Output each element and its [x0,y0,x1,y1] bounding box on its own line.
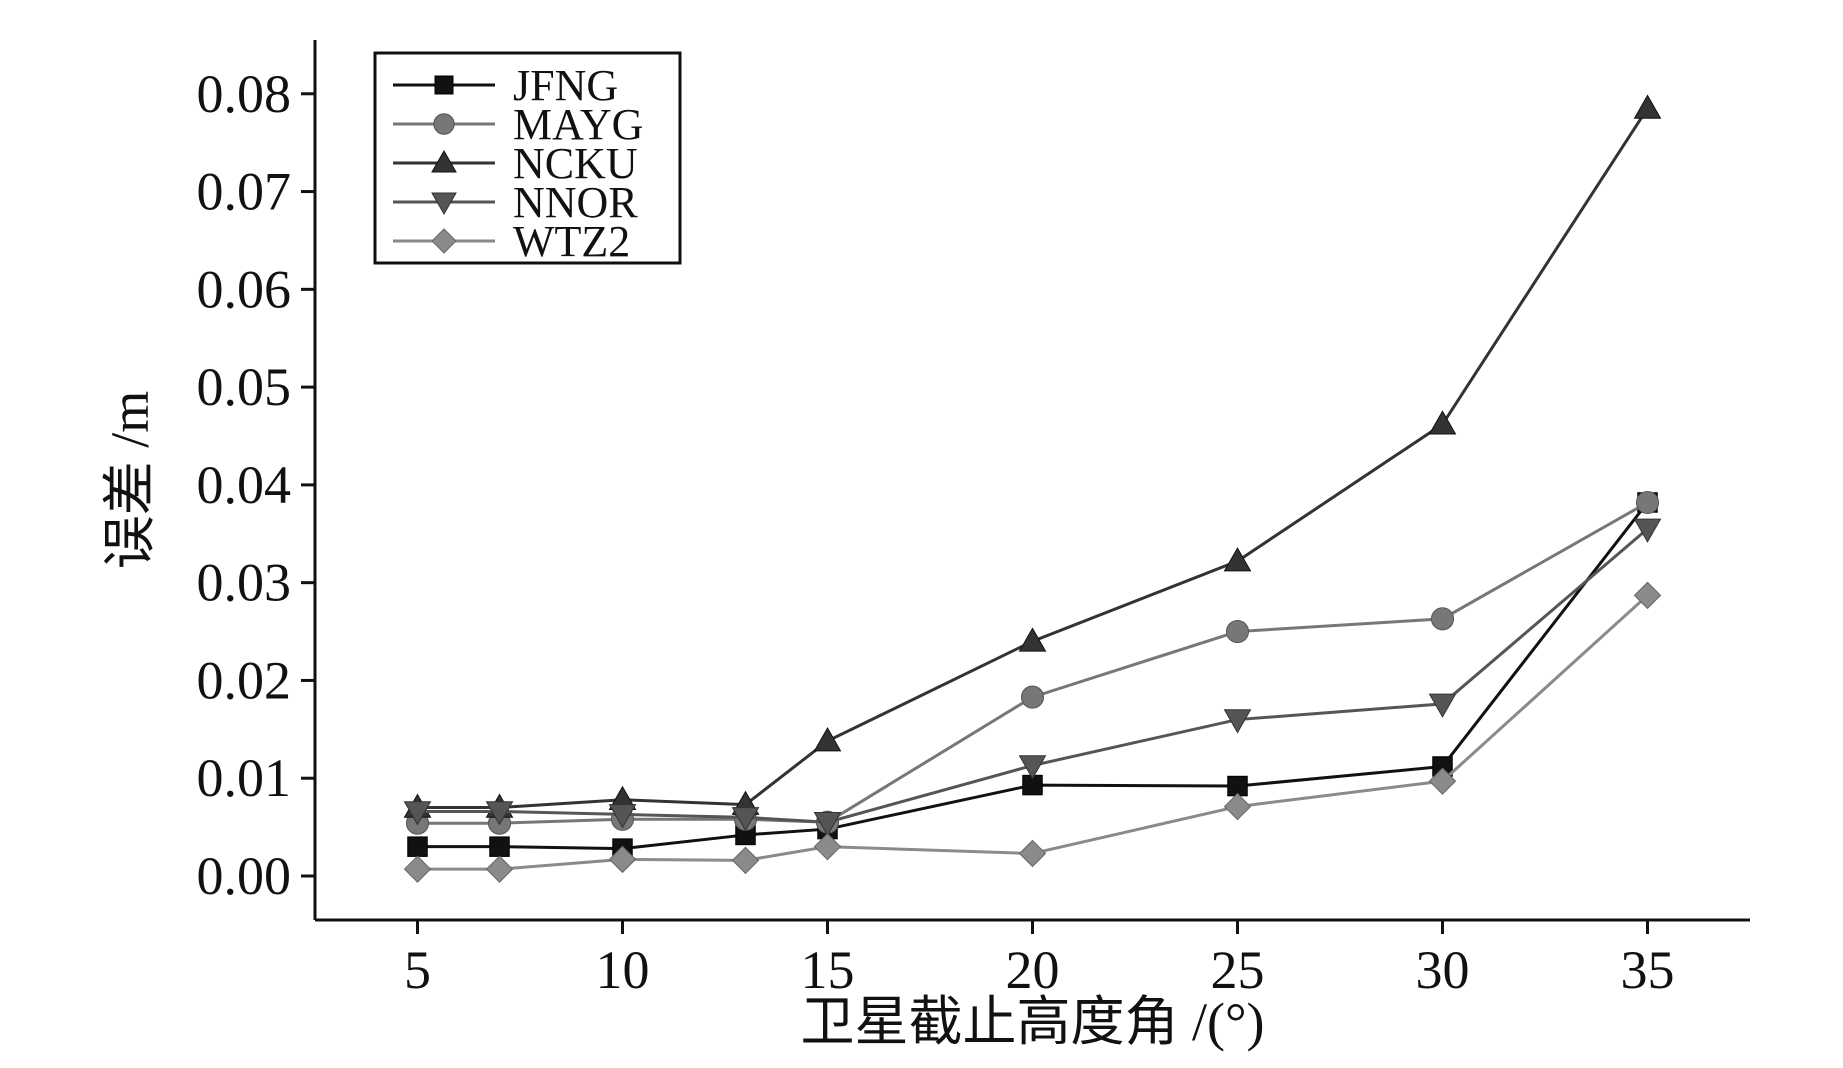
legend-label: NCKU [513,139,638,188]
data-point-wtz2 [1633,581,1662,610]
y-tick-label: 0.05 [197,357,292,417]
y-tick-label: 0.00 [197,846,292,906]
legend-marker [433,113,455,135]
series-wtz2 [403,581,1662,883]
legend-marker [431,149,457,173]
x-tick-label: 5 [404,940,431,1000]
legend-item-wtz2: WTZ2 [393,217,630,266]
data-point-nnor [813,811,842,837]
legend-marker [431,192,457,216]
data-point-wtz2 [1223,792,1252,821]
data-point-ncku [813,727,842,752]
y-axis-title: 误差 /m [100,391,160,570]
data-point-jfng [489,836,510,857]
data-point-mayg [1020,685,1045,709]
y-tick-label: 0.08 [197,64,292,124]
data-point-wtz2 [731,846,760,875]
y-tick-label: 0.07 [197,162,292,222]
data-point-nnor [608,804,637,829]
data-point-nnor [403,801,432,826]
data-point-wtz2 [813,832,842,861]
legend-marker [434,75,454,95]
axis-labels: 卫星截止高度角 /(°) 误差 /m [100,391,1265,1052]
series-layer [403,94,1662,883]
axes: 0.00 0.01 0.02 0.03 0.04 0.05 0.06 0.07 0.08 5 10 1… [197,40,1750,1000]
data-point-mayg [1225,620,1250,644]
legend-item-jfng: JFNG [393,61,618,110]
data-point-nnor [1428,693,1457,718]
legend-box [373,51,682,265]
data-point-nnor [1223,709,1252,734]
data-point-wtz2 [403,855,432,883]
legend-label: WTZ2 [513,217,630,266]
data-point-jfng [407,836,428,857]
data-point-jfng [1227,775,1248,797]
x-tick-label: 10 [596,940,650,1000]
data-point-ncku [1223,547,1252,572]
data-point-nnor [1633,518,1662,543]
y-tick-label: 0.01 [197,748,292,808]
y-tick-label: 0.04 [197,455,292,515]
y-tick-label: 0.03 [197,553,292,613]
legend-label: JFNG [513,61,618,110]
data-point-ncku [1633,94,1662,119]
series-line-jfng [417,501,1649,851]
legend-item-ncku: NCKU [393,139,638,188]
x-tick-label: 20 [1006,940,1060,1000]
data-point-mayg [1635,490,1660,515]
legend-label: NNOR [513,178,638,227]
data-point-nnor [731,807,760,832]
data-point-nnor [1018,755,1047,780]
data-point-ncku [1428,410,1457,435]
series-nnor [403,518,1662,837]
y-tick-label: 0.06 [197,259,292,319]
data-point-mayg [1430,607,1455,631]
data-point-nnor [485,801,514,826]
legend-label: MAYG [513,100,643,149]
data-point-wtz2 [1428,767,1457,795]
x-tick-label: 30 [1416,940,1470,1000]
y-tick-label: 0.02 [197,650,292,710]
series-jfng [407,492,1658,859]
legend-marker [431,228,457,254]
x-tick-label: 15 [801,940,855,1000]
data-point-wtz2 [485,855,514,883]
data-point-ncku [1018,627,1047,652]
x-tick-label: 25 [1211,940,1265,1000]
legend-item-mayg: MAYG [393,100,643,149]
data-point-wtz2 [1018,839,1047,868]
legend-item-nnor: NNOR [393,178,638,227]
x-axis-title: 卫星截止高度角 /(°) [800,992,1264,1052]
x-tick-label: 35 [1621,940,1675,1000]
data-point-wtz2 [608,845,637,874]
